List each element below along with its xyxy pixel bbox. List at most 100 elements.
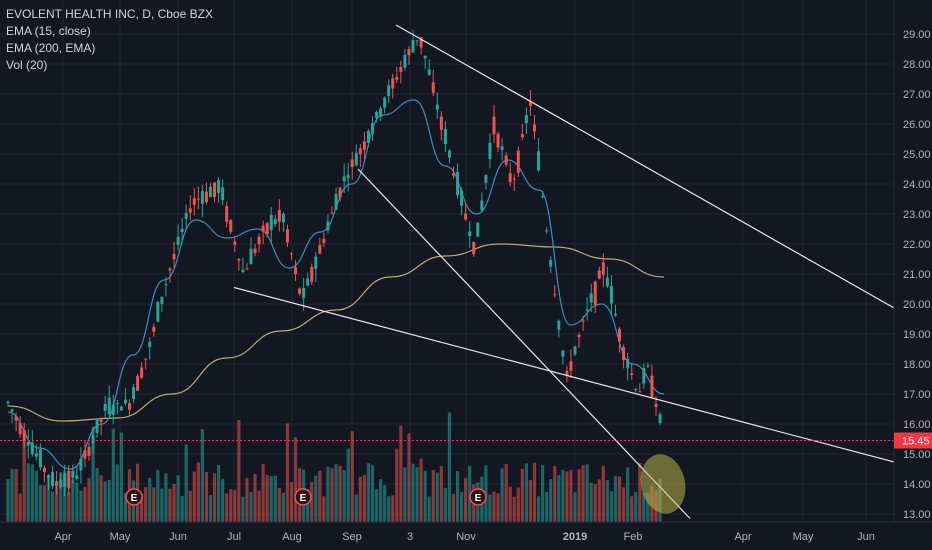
volume-bar [34,470,38,522]
y-tick-label: 21.00 [903,269,931,281]
candle-body [460,190,464,206]
candle-body [176,236,180,245]
candle-body [642,368,646,384]
volume-bar [504,464,508,522]
candle-body [277,209,281,222]
candle-body [140,367,144,378]
candle-body [362,141,366,150]
volume-bar [152,487,156,522]
y-tick-label: 28.00 [903,59,931,71]
candle-body [281,213,285,223]
volume-highlight [640,454,686,514]
legend-ema15[interactable]: EMA (15, close) [6,24,91,38]
volume-bar [318,470,322,522]
volume-bar [160,488,164,522]
volume-bar [354,494,358,522]
candle-body [456,171,460,196]
volume-bar [626,467,630,522]
volume-bar [346,448,350,522]
volume-bar [492,491,496,522]
earnings-marker [294,488,312,506]
candle-body [160,296,164,305]
volume-bar [119,432,123,522]
candle-body [233,241,237,245]
volume-bar [565,471,569,522]
candle-body [439,116,443,130]
trendlines[interactable] [0,24,932,519]
candle-body [399,67,403,72]
volume-bar [314,475,318,522]
volume-bar [188,490,192,522]
volume-bar [180,496,184,522]
volume-bar [285,423,290,522]
volume-bar [75,482,79,522]
candle-body [87,446,91,456]
volume-bar [30,464,34,522]
y-tick-label: 22.00 [903,239,931,251]
volume-bar [577,469,581,522]
candle-body [290,253,293,255]
volume-bar [208,494,213,522]
candle-body [537,151,541,171]
candle-body [468,231,472,237]
legend-volume[interactable]: Vol (20) [6,58,48,72]
volume-bar [10,468,14,522]
volume-bar [597,479,601,522]
ema200-path [7,243,665,422]
candle-body [22,430,26,441]
volume-bar [520,468,524,522]
candle-body [423,55,427,59]
candle-body [14,416,18,421]
legend-symbol[interactable]: EVOLENT HEALTH INC, D, Cboe BZX [6,7,213,21]
candle-body [407,49,411,56]
candle-body [605,277,609,287]
candle-body [75,475,79,479]
candle-body [338,187,342,198]
volume-bar [63,471,67,522]
candle-body [67,470,71,489]
volume-bar [646,492,650,522]
volume-bar [415,467,419,522]
candle-body [269,215,273,231]
volume-bar [642,493,646,522]
y-tick-label: 23.00 [903,209,931,221]
volume-bar [156,470,160,522]
candle-body [164,284,168,286]
candle-body [144,358,148,360]
candle-body [132,387,136,400]
volume-bar [18,493,22,522]
volume-bar [508,486,512,522]
candle-body [188,208,192,213]
y-tick-label: 27.00 [903,89,931,101]
candle-body [298,288,302,294]
candle-body [387,85,391,97]
legend-ema200[interactable]: EMA (200, EMA) [6,41,96,55]
volume-bar [536,496,541,522]
volume-bar [488,494,492,522]
volume-bar [192,471,196,522]
volume-bar [221,478,225,522]
volume-bar [605,480,609,522]
volume-bar [630,496,634,522]
volume-bar [233,490,237,522]
candle-body [34,453,38,457]
x-tick-label: Nov [456,531,476,543]
y-tick-label: 16.00 [903,419,931,431]
volume-bar [334,464,338,522]
candle-body [30,442,34,455]
candle-body [241,269,245,272]
earnings-marker-label: E [131,493,138,504]
candle-body [561,350,565,357]
y-tick-label: 29.00 [903,29,931,41]
candle-body [237,259,241,261]
candle-body [196,198,200,200]
x-tick-label: Apr [734,531,751,543]
candle-body [618,328,622,342]
volume-bar [549,479,553,522]
y-tick-label: 24.00 [903,179,931,191]
candle-body [184,213,188,219]
candle-body [95,418,99,433]
volume-bar [212,473,217,522]
